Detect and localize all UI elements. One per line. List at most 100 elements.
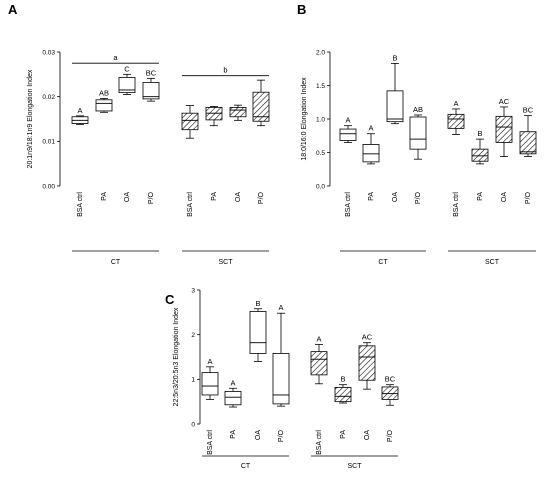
category-label: OA bbox=[124, 192, 131, 202]
panel-letter: B bbox=[297, 2, 306, 17]
y-axis-label: 22:5n3/20:5n3 Elongation Index bbox=[173, 307, 180, 406]
significance-label: A bbox=[368, 124, 373, 133]
y-tick-label: 0.5 bbox=[316, 150, 325, 157]
box-5 bbox=[205, 106, 223, 127]
box-iqr bbox=[334, 386, 352, 403]
box-iqr bbox=[201, 372, 219, 396]
y-tick-label: 0.02 bbox=[42, 94, 55, 101]
box-iqr bbox=[409, 116, 427, 150]
category-label: PA bbox=[230, 430, 237, 439]
category-label: P/O bbox=[278, 429, 285, 442]
box-iqr bbox=[495, 115, 513, 143]
box-7: BC bbox=[381, 375, 399, 406]
group-label-sct: SCT bbox=[485, 259, 500, 266]
y-tick-label: 2 bbox=[191, 332, 195, 339]
significance-label: C bbox=[124, 64, 130, 73]
box-iqr bbox=[358, 345, 376, 381]
box-0: A bbox=[71, 106, 89, 125]
box-iqr bbox=[118, 77, 136, 94]
box-0: A bbox=[201, 357, 219, 400]
panel-b: B 0.0 0.5 1.0 1.5 2.0 18:0/16:0 Elongation Ind… bbox=[297, 2, 537, 266]
y-tick-label: 1.5 bbox=[316, 83, 325, 90]
category-label: PA bbox=[101, 192, 108, 201]
group-label-ct: CT bbox=[241, 463, 251, 470]
box-iqr bbox=[229, 106, 247, 118]
category-label: OA bbox=[364, 430, 371, 440]
box-iqr bbox=[181, 112, 199, 131]
category-label: BSA ctrl bbox=[316, 430, 323, 455]
category-label: BSA ctrl bbox=[453, 192, 460, 217]
box-4: A bbox=[447, 99, 465, 135]
box-1: A bbox=[224, 378, 242, 408]
bracket-label: b bbox=[223, 66, 227, 75]
group-label-sct: SCT bbox=[348, 463, 363, 470]
significance-label: AC bbox=[362, 333, 373, 342]
category-label: OA bbox=[392, 192, 399, 202]
category-label: OA bbox=[501, 192, 508, 202]
category-label: P/O bbox=[387, 429, 394, 442]
panel-c: C 0 1 2 3 22:5n3/20:5n3 Elongation Index A BSA … bbox=[165, 287, 399, 470]
box-iqr bbox=[252, 91, 270, 122]
box-5: B bbox=[334, 375, 352, 404]
category-label: BSA ctrl bbox=[207, 430, 214, 455]
box-4: A bbox=[310, 334, 328, 385]
box-iqr bbox=[362, 144, 380, 163]
group-label-ct: CT bbox=[378, 259, 388, 266]
y-tick-label: 3 bbox=[191, 287, 195, 294]
category-label: OA bbox=[235, 192, 242, 202]
significance-label: B bbox=[392, 53, 397, 62]
box-iqr bbox=[249, 311, 267, 354]
box-iqr bbox=[339, 128, 357, 141]
box-1: AB bbox=[95, 88, 113, 113]
category-label: BSA ctrl bbox=[345, 192, 352, 217]
category-label: PA bbox=[340, 430, 347, 439]
significance-label: A bbox=[278, 303, 283, 312]
box-4 bbox=[181, 105, 199, 139]
box-2: B bbox=[386, 53, 404, 125]
y-axis-label: 18:0/16:0 Elongation Index bbox=[301, 77, 308, 161]
panel-letter: A bbox=[8, 2, 18, 17]
y-tick-label: 1.0 bbox=[316, 116, 325, 123]
box-2: C bbox=[118, 64, 136, 95]
panel-letter: C bbox=[165, 292, 175, 307]
box-6: AC bbox=[358, 333, 376, 390]
box-3: A bbox=[272, 303, 290, 407]
box-7: BC bbox=[519, 106, 537, 157]
box-iqr bbox=[224, 390, 242, 406]
category-label: P/O bbox=[415, 191, 422, 204]
box-iqr bbox=[272, 353, 290, 405]
box-iqr bbox=[386, 90, 404, 123]
significance-label: AC bbox=[499, 97, 510, 106]
group-label-sct: SCT bbox=[219, 259, 234, 266]
group-label-ct: CT bbox=[111, 259, 121, 266]
box-3: BC bbox=[142, 68, 160, 102]
significance-label: BC bbox=[146, 68, 157, 77]
box-iqr bbox=[142, 81, 160, 100]
category-label: P/O bbox=[148, 191, 155, 204]
significance-label: A bbox=[230, 378, 235, 387]
box-5: B bbox=[471, 129, 489, 165]
box-iqr bbox=[471, 148, 489, 162]
y-tick-label: 1 bbox=[191, 377, 195, 384]
box-6: AC bbox=[495, 97, 513, 157]
box-iqr bbox=[310, 351, 328, 376]
category-label: PA bbox=[368, 192, 375, 201]
box-1: A bbox=[362, 124, 380, 165]
significance-label: A bbox=[77, 106, 82, 115]
y-tick-label: 0.01 bbox=[42, 139, 55, 146]
category-label: P/O bbox=[258, 191, 265, 204]
significance-label: A bbox=[345, 116, 350, 125]
significance-label: B bbox=[477, 129, 482, 138]
significance-label: A bbox=[207, 357, 212, 366]
category-label: PA bbox=[477, 192, 484, 201]
bracket-label: a bbox=[113, 53, 118, 62]
significance-label: BC bbox=[523, 106, 534, 115]
category-label: PA bbox=[211, 192, 218, 201]
significance-label: A bbox=[453, 99, 458, 108]
significance-label: BC bbox=[385, 375, 396, 384]
box-iqr bbox=[447, 113, 465, 129]
significance-label: B bbox=[255, 299, 260, 308]
box-6 bbox=[229, 104, 247, 121]
y-axis-label: 20:1n9/18:1n9 Elongation Index bbox=[27, 69, 34, 168]
y-tick-label: 0.03 bbox=[42, 49, 55, 56]
